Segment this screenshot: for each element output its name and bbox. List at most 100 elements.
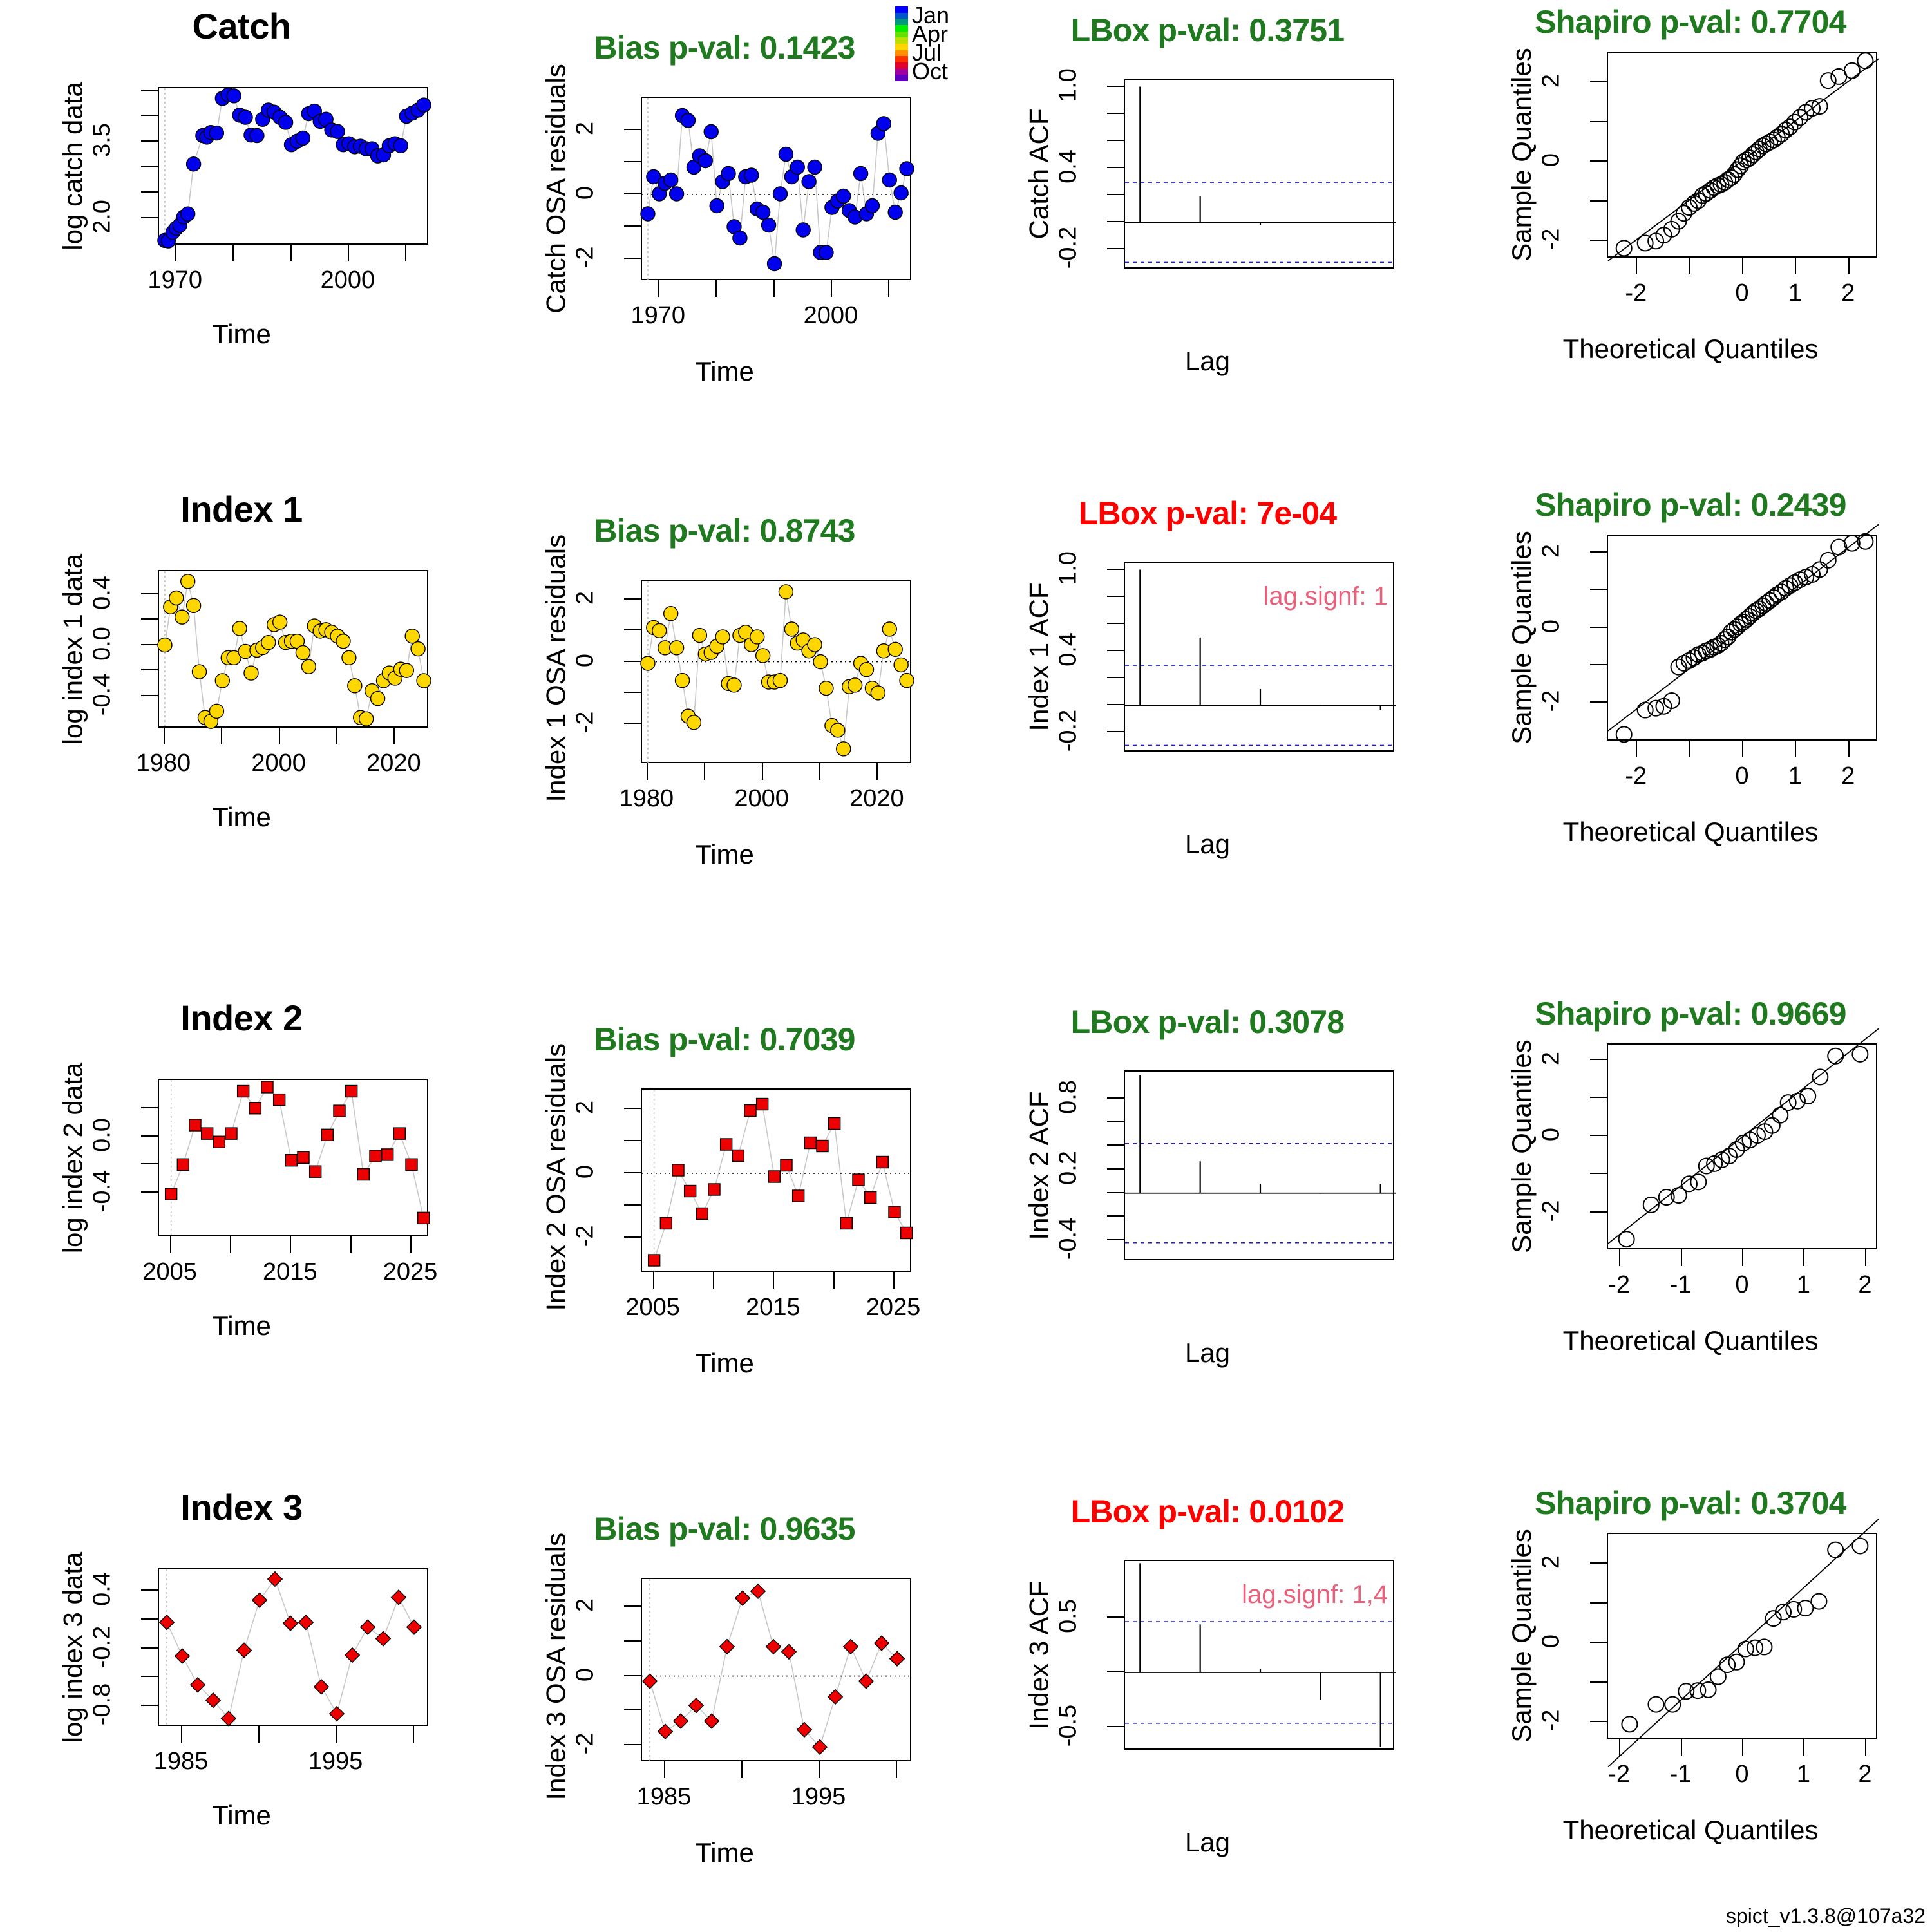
y-tick-label: 2: [571, 1598, 599, 1613]
x-tick: [232, 245, 234, 261]
panel-residuals-catch: Bias p-val: 0.1423 -2 0 2 1970 2000 Catch OSA …: [483, 0, 966, 483]
month-color-swatch: [895, 68, 908, 75]
y-tick: [141, 1135, 158, 1137]
ylabel-resid-index2: Index 2 OSA residuals: [540, 1043, 571, 1311]
y-tick-label: 0.4: [88, 1571, 116, 1606]
xlabel-lag-index2: Lag: [1184, 1338, 1231, 1368]
y-tick-label: 2: [1537, 74, 1565, 88]
y-tick: [141, 1191, 158, 1193]
plot-data-index1: [157, 571, 431, 729]
x-tick-label: 1985: [636, 1783, 692, 1810]
x-tick: [1864, 1739, 1866, 1756]
x-tick-label: 1: [1788, 762, 1802, 790]
x-tick-label: 2: [1841, 279, 1855, 307]
y-tick: [1107, 1725, 1124, 1727]
x-tick: [230, 1236, 231, 1253]
x-tick: [350, 1236, 352, 1253]
x-tick-label: 1980: [136, 750, 191, 777]
plot-frame-data-index2: [158, 1079, 430, 1238]
month-color-swatch: [895, 43, 908, 50]
x-tick: [715, 280, 717, 297]
ylabel-qq-index2: Sample Quantiles: [1506, 1039, 1537, 1253]
x-tick-label: 0: [1735, 762, 1749, 790]
bias-pval-index2: Bias p-val: 0.7039: [594, 1021, 855, 1057]
x-tick: [163, 728, 165, 744]
y-tick: [141, 216, 158, 218]
y-tick: [1107, 1616, 1124, 1618]
ylabel-data-index1: log index 1 data: [57, 553, 88, 744]
x-tick-label: 1995: [791, 1783, 846, 1810]
y-tick: [1590, 120, 1607, 122]
y-tick: [141, 1705, 158, 1707]
month-color-swatch: [895, 75, 908, 81]
x-tick-label: 2000: [320, 267, 375, 294]
y-tick: [1107, 1121, 1124, 1122]
y-tick: [1107, 85, 1124, 87]
plot-frame-qq-catch: [1607, 52, 1879, 261]
month-label: Apr: [912, 21, 949, 47]
y-tick: [1590, 1096, 1607, 1098]
x-tick: [1680, 1739, 1682, 1756]
ylabel-qq-index3: Sample Quantiles: [1506, 1529, 1537, 1743]
y-tick: [141, 1647, 158, 1649]
panel-acf-catch: LBox p-val: 0.3751 -0.2 0.4 1.0 Catch ACF Lag: [966, 0, 1449, 483]
y-tick: [624, 1236, 641, 1238]
y-tick-label: 2: [571, 591, 599, 605]
x-tick: [773, 1272, 775, 1289]
plot-frame-data-index3: [158, 1568, 428, 1727]
plot-qq-index3: [1607, 1519, 1879, 1768]
y-tick: [1107, 568, 1124, 570]
x-tick-label: 0: [1735, 1761, 1749, 1788]
y-tick: [624, 1108, 641, 1109]
ylabel-data-index2: log index 2 data: [57, 1062, 88, 1253]
plot-data-catch: [157, 87, 431, 249]
panel-qq-index3: Shapiro p-val: 0.3704 -2 0 2 -2 -1 0 1 2 Sample Q…: [1449, 1481, 1932, 1932]
y-tick: [141, 1589, 158, 1591]
plot-data-index2: [164, 1080, 430, 1238]
x-tick: [347, 245, 349, 261]
y-tick: [1590, 1721, 1607, 1723]
x-tick: [1619, 1739, 1621, 1756]
y-tick-label: -0.2: [1054, 710, 1082, 752]
ylabel-resid-catch: Catch OSA residuals: [540, 63, 571, 314]
plot-frame-qq-index1: [1607, 524, 1879, 743]
plot-frame-data-index1: [157, 570, 431, 729]
ylabel-acf-index2: Index 2 ACF: [1023, 1090, 1054, 1240]
y-tick: [624, 1140, 641, 1141]
x-tick-label: 2: [1858, 1761, 1872, 1788]
month-color-swatch: [895, 31, 908, 38]
x-tick-label: 1980: [619, 785, 674, 812]
xlabel-time-index3: Time: [212, 1800, 271, 1830]
x-tick: [830, 280, 832, 297]
panel-data-catch: Catch 2.0 3.5 1970 2000 log catch data Time: [0, 0, 483, 483]
ylabel-resid-index3: Index 3 OSA residuals: [540, 1532, 571, 1800]
lbox-pval-index1: LBox p-val: 7e-04: [1078, 495, 1337, 531]
xlabel-qq-catch: Theoretical Quantiles: [1562, 334, 1819, 364]
panel-residuals-index2: Bias p-val: 0.7039 -2 0 2 2005 2015 2025 Index …: [483, 992, 966, 1481]
x-tick: [393, 728, 395, 744]
x-tick-label: -1: [1669, 1761, 1692, 1788]
x-tick-label: 1: [1796, 1761, 1811, 1788]
x-tick: [221, 728, 223, 744]
y-tick-label: 0: [1537, 619, 1565, 633]
shapiro-pval-index3: Shapiro p-val: 0.3704: [1535, 1485, 1846, 1521]
x-tick-label: 2020: [366, 750, 421, 777]
y-tick: [1107, 139, 1124, 141]
y-tick: [624, 691, 641, 693]
panel-acf-index2: LBox p-val: 0.3078 -0.4 0.2 0.8 Index 2 ACF L…: [966, 992, 1449, 1481]
plot-frame-acf-catch: [1124, 79, 1396, 269]
y-tick-label: 3.5: [88, 123, 116, 157]
y-tick-label: 0.2: [1054, 1151, 1082, 1185]
version-label: spict_v1.3.8@107a32: [1725, 1904, 1926, 1927]
shapiro-pval-catch: Shapiro p-val: 0.7704: [1535, 4, 1846, 40]
y-tick-label: -2: [1537, 1709, 1565, 1732]
y-tick: [624, 1204, 641, 1206]
panel-data-index3: Index 3 -0.8 -0.2 0.4 1985 1995 log index 3 da…: [0, 1481, 483, 1932]
y-tick: [1590, 200, 1607, 202]
y-tick: [1107, 1168, 1124, 1170]
x-tick: [278, 728, 280, 744]
x-tick-label: 1970: [630, 302, 686, 329]
panel-qq-index1: Shapiro p-val: 0.2439 -2 0 2 -2 0 1 2 Sample Qua…: [1449, 483, 1932, 992]
y-tick-label: 0.4: [88, 575, 116, 610]
y-tick: [624, 129, 641, 130]
